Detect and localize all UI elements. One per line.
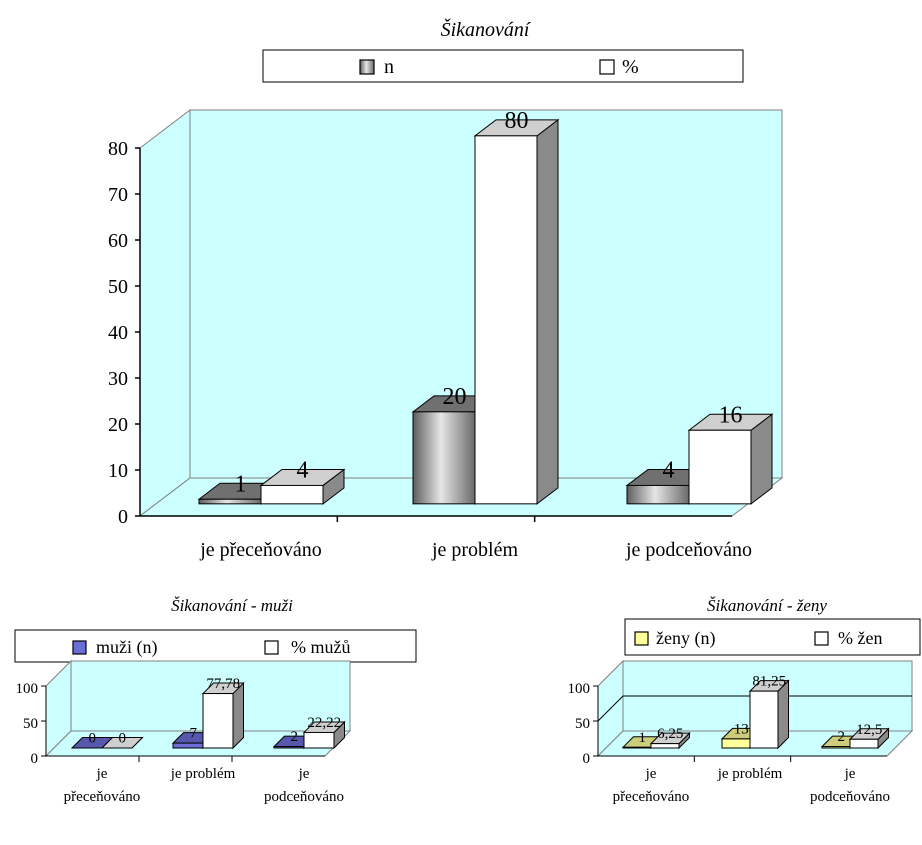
category-label: je podceňováno — [264, 766, 344, 805]
data-label: 2 — [291, 729, 299, 745]
y-tick-label: 0 — [583, 751, 591, 767]
data-label: 13 — [734, 721, 749, 737]
chart-1: Šikanování n % 0 10 20 30 40 50 60 70 80 je přeceňov… — [108, 17, 784, 561]
legend-label-2: % žen — [838, 628, 882, 648]
data-label: 0 — [89, 731, 97, 747]
y-tick-label: 100 — [16, 681, 39, 697]
data-label: 4 — [663, 457, 675, 483]
chart-2: Šikanování - muži muži (n) % mužů 0 50 100 je p… — [14, 596, 417, 805]
bar: 81,25 — [748, 674, 790, 750]
legend-swatch-2 — [264, 640, 279, 655]
y-tick-label: 10 — [108, 460, 128, 482]
y-tick-label: 30 — [108, 368, 128, 390]
bar: 80 — [473, 108, 560, 505]
data-label: 16 — [719, 402, 743, 428]
category-label: je podceňováno — [810, 766, 890, 805]
bar: 22,22 — [302, 715, 346, 750]
chart-3: Šikanování - ženy ženy (n) % žen 0 50 100 je př… — [568, 596, 921, 805]
data-label: 22,22 — [307, 715, 341, 731]
category-label: je přeceňováno — [199, 539, 322, 561]
data-label: 12,5 — [856, 722, 882, 738]
legend-label-1: ženy (n) — [656, 628, 715, 649]
y-tick-label: 40 — [108, 322, 128, 344]
chart-title: Šikanování - muži — [171, 596, 293, 615]
legend-label-2: % mužů — [291, 637, 350, 657]
category-label: je problém — [170, 766, 236, 782]
category-label: je problém — [717, 766, 783, 782]
data-label: 7 — [190, 726, 198, 742]
bar: 77,78 — [201, 676, 245, 750]
y-tick-label: 70 — [108, 184, 128, 206]
y-tick-label: 60 — [108, 230, 128, 252]
legend: ženy (n) % žen — [624, 618, 921, 656]
category-label: je podceňováno — [625, 539, 752, 561]
legend-swatch-2 — [814, 631, 829, 646]
data-label: 4 — [297, 457, 309, 483]
chart-title: Šikanování - ženy — [707, 596, 827, 615]
data-label: 77,78 — [206, 676, 240, 692]
legend-swatch-2 — [599, 59, 615, 75]
data-label: 81,25 — [752, 674, 786, 690]
legend-label-2: % — [622, 56, 639, 78]
y-tick-label: 100 — [568, 681, 591, 697]
bar: 0 — [100, 731, 144, 749]
legend-swatch-1 — [359, 59, 375, 75]
legend: n% — [262, 49, 744, 83]
legend-label-1: n — [384, 56, 394, 78]
legend-swatch-1 — [634, 631, 649, 646]
legend-label-1: muži (n) — [96, 637, 157, 658]
category-label: je přeceňováno — [613, 766, 690, 805]
bar: 16 — [687, 402, 774, 505]
legend: muži (n) % mužů — [14, 629, 417, 663]
data-label: 2 — [838, 729, 846, 745]
data-label: 20 — [443, 384, 467, 410]
bar: 6,25 — [649, 726, 691, 750]
category-label: je problém — [431, 539, 519, 561]
data-label: 1 — [639, 730, 647, 746]
y-tick-label: 50 — [108, 276, 128, 298]
bar: 12,5 — [848, 722, 890, 750]
chart-title: Šikanování — [441, 17, 532, 41]
data-label: 80 — [505, 108, 529, 134]
y-tick-label: 0 — [31, 751, 39, 767]
data-label: 6,25 — [657, 726, 683, 742]
y-tick-label: 20 — [108, 414, 128, 436]
y-tick-label: 50 — [575, 716, 590, 732]
y-tick-label: 0 — [118, 506, 128, 528]
y-tick-label: 80 — [108, 138, 128, 160]
data-label: 1 — [235, 471, 247, 497]
category-label: je přeceňováno — [64, 766, 141, 805]
legend-swatch-1 — [72, 640, 87, 655]
data-label: 0 — [119, 731, 127, 747]
y-tick-label: 50 — [23, 716, 38, 732]
bar: 4 — [259, 457, 346, 505]
